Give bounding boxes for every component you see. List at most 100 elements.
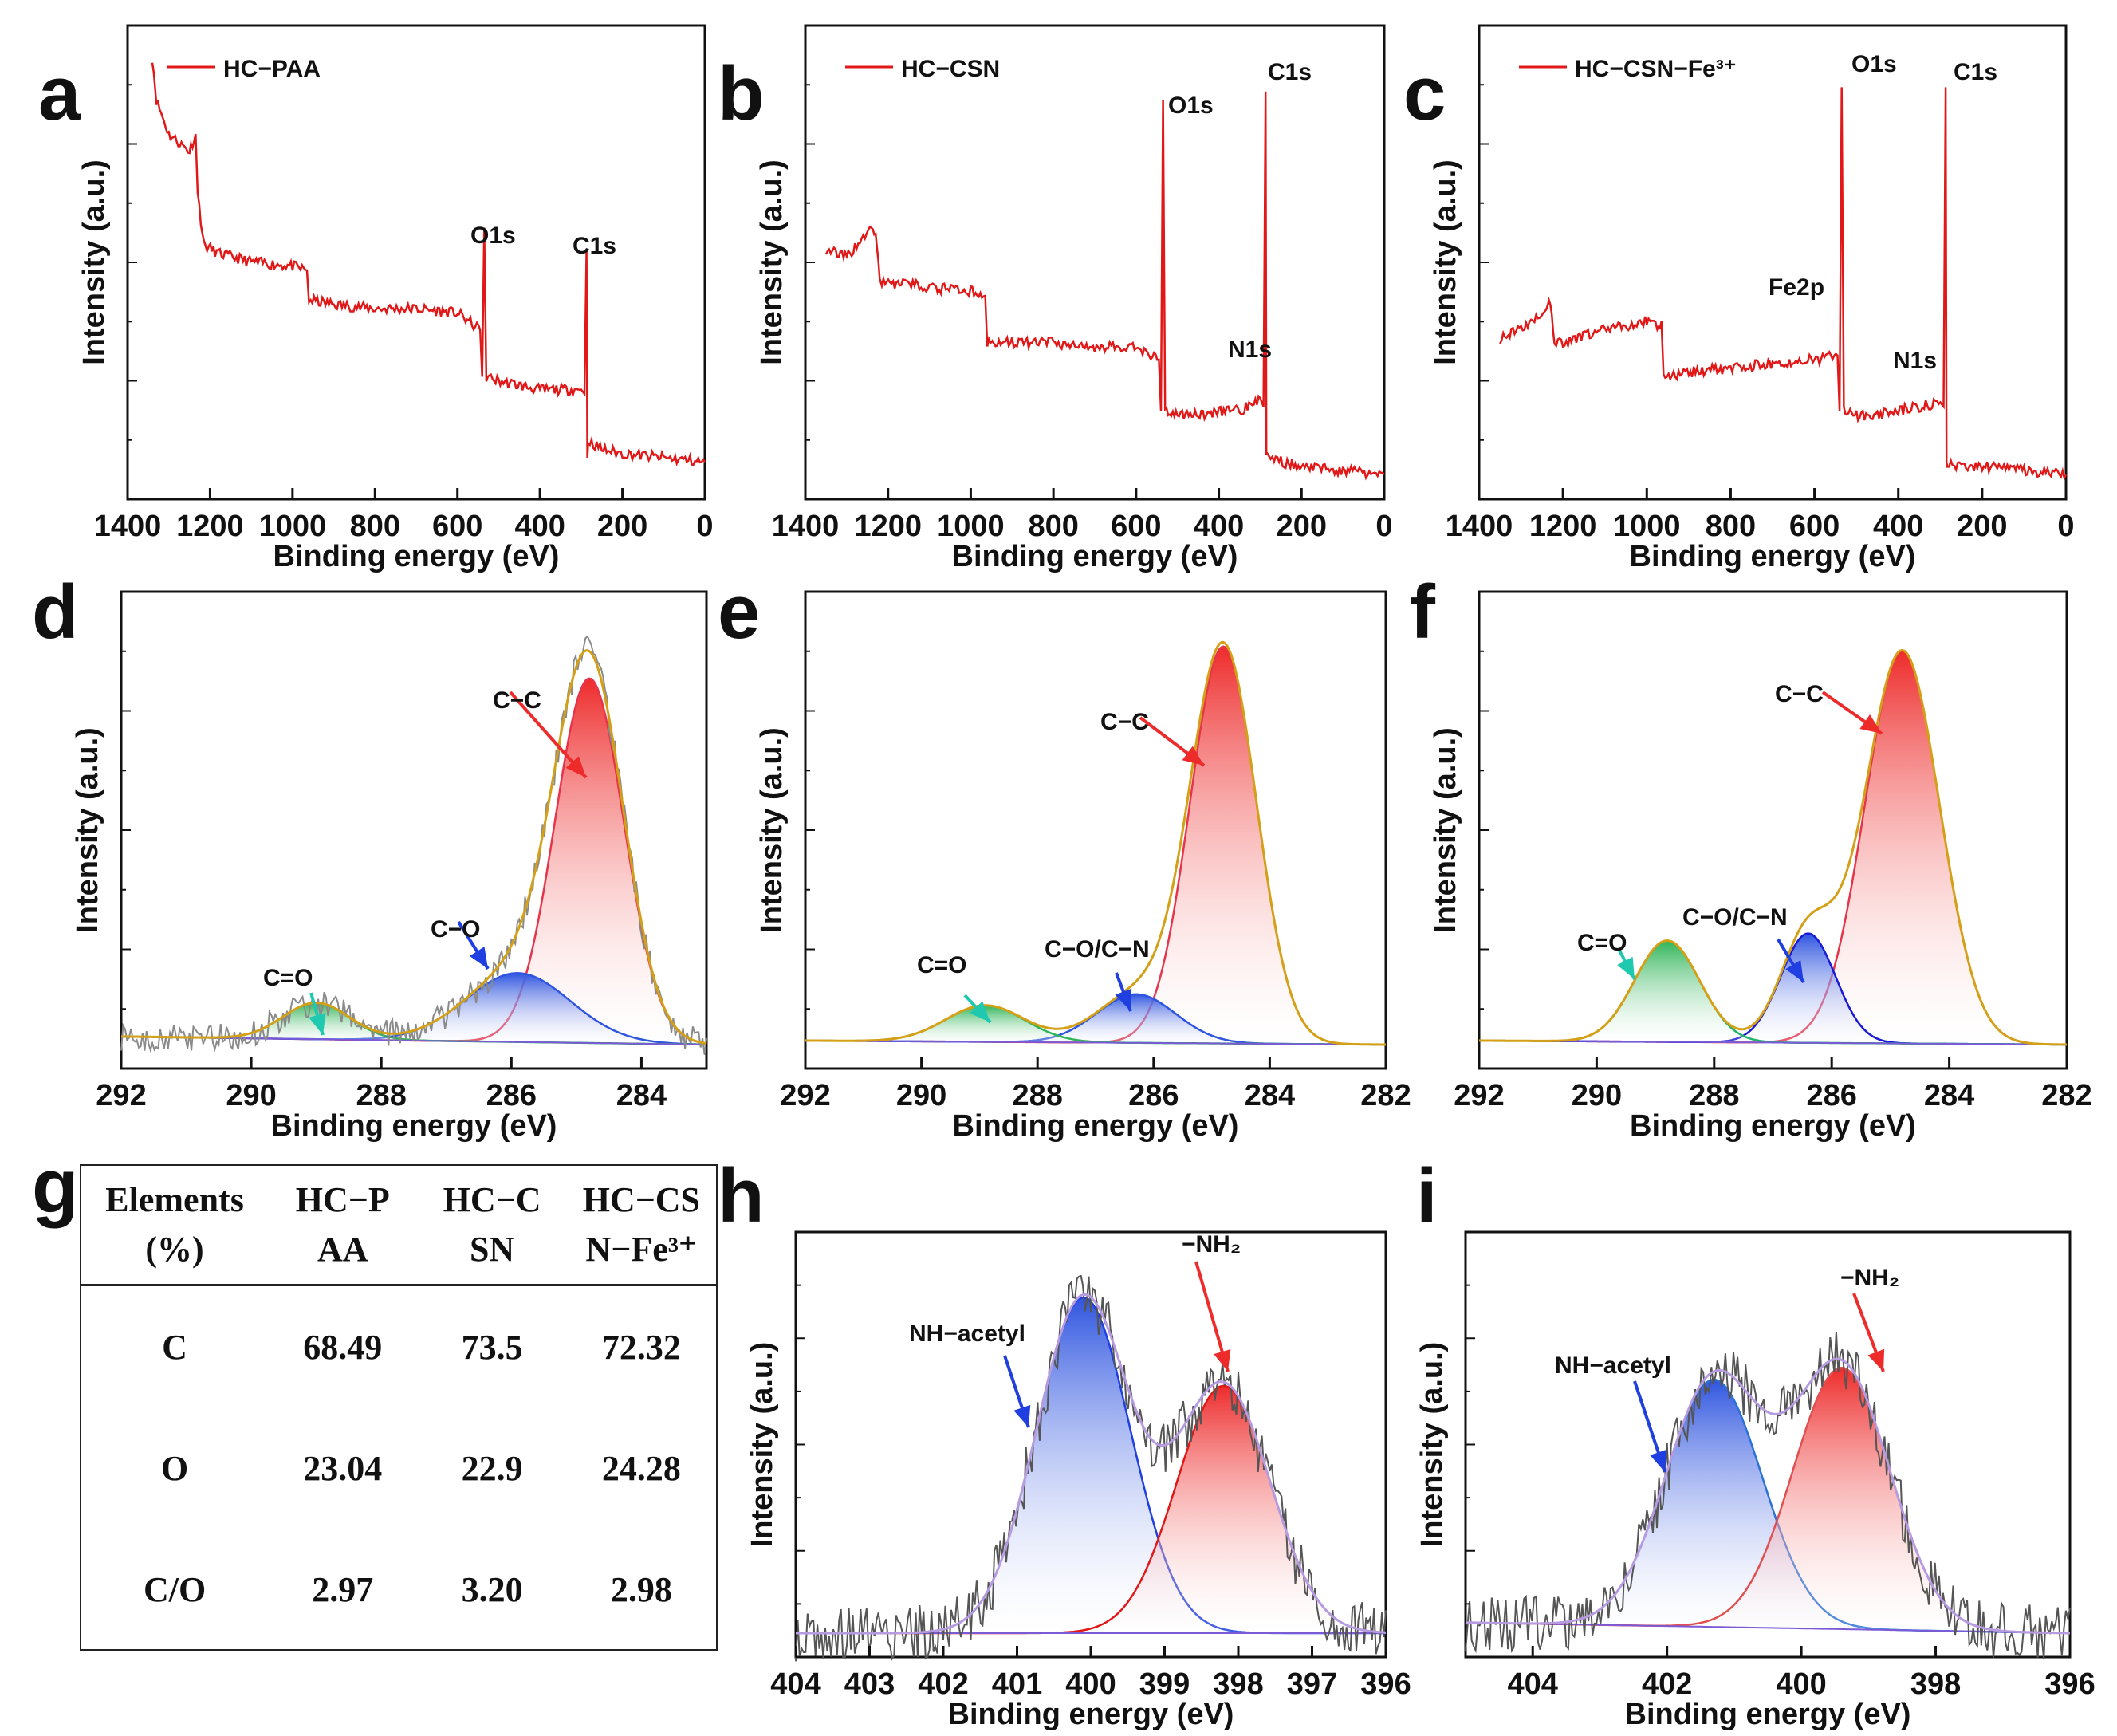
x-tick-label: 200 xyxy=(1957,510,2007,543)
panel-label: e xyxy=(718,569,760,655)
raw-spectrum xyxy=(1465,1331,2071,1659)
y-axis-label: Intensity (a.u.) xyxy=(1415,1342,1449,1548)
peak-area-C=O xyxy=(1479,940,2067,1045)
x-tick-label: 286 xyxy=(486,1079,537,1112)
peak-area-C−O xyxy=(121,973,706,1045)
legend-label: HC−CSN xyxy=(901,56,1000,82)
x-tick-label: 292 xyxy=(1454,1079,1504,1112)
x-tick-label: 1000 xyxy=(259,510,327,543)
x-tick-label: 284 xyxy=(1245,1079,1295,1112)
peak-annotation: C−C xyxy=(1100,709,1149,735)
x-tick-label: 396 xyxy=(1360,1667,1411,1701)
x-tick-label: 1400 xyxy=(1446,510,1513,543)
peak-label: Fe2p xyxy=(1769,274,1824,301)
panel-i: i 404 402 400 398 396 Binding energy (eV) Inten… xyxy=(1415,1153,2095,1731)
x-tick-label: 284 xyxy=(1924,1079,1974,1112)
panel-label: i xyxy=(1416,1153,1438,1238)
table-row: C 68.49 73.5 72.32 xyxy=(81,1286,716,1407)
arrow-head xyxy=(1867,1348,1885,1372)
x-tick-label: 400 xyxy=(1065,1667,1116,1701)
raw-spectrum xyxy=(120,635,707,1055)
peak-label: O1s xyxy=(1851,51,1897,77)
y-axis-label: Intensity (a.u.) xyxy=(1429,159,1462,365)
header-text: N−Fe³⁺ xyxy=(585,1230,698,1269)
x-tick-label: 397 xyxy=(1287,1667,1337,1701)
arrow-head xyxy=(565,756,586,777)
x-tick-label: 600 xyxy=(432,510,482,543)
panel-a: a HC−PAA 1400 1200 1000 800 600 400 200 0 Binding … xyxy=(38,24,714,573)
fit-envelope xyxy=(120,649,707,1045)
x-tick-label: 1200 xyxy=(1529,510,1597,543)
x-tick-label: 290 xyxy=(896,1079,946,1112)
x-tick-label: 290 xyxy=(226,1079,276,1112)
x-tick-label: 800 xyxy=(350,510,400,543)
x-tick-label: 0 xyxy=(2057,510,2074,543)
y-axis-label: Intensity (a.u.) xyxy=(77,159,111,365)
table-cell: 3.20 xyxy=(461,1569,523,1609)
peak-area-C−C xyxy=(121,678,706,1045)
x-axis-label: Binding energy (eV) xyxy=(948,1698,1234,1731)
peak-area-C−C xyxy=(805,646,1386,1045)
y-axis-label: Intensity (a.u.) xyxy=(755,159,789,365)
x-tick-label: 400 xyxy=(1873,510,1923,543)
peak-label: C1s xyxy=(1268,59,1312,85)
peak-area-NH−acetyl xyxy=(1466,1380,2070,1633)
x-axis-label: Binding energy (eV) xyxy=(273,540,560,573)
x-tick-label: 284 xyxy=(616,1079,667,1112)
x-tick-label: 400 xyxy=(514,510,565,543)
panel-label: h xyxy=(718,1153,765,1238)
table-row: C/O 2.97 3.20 2.98 xyxy=(81,1529,716,1650)
x-tick-label: 800 xyxy=(1028,510,1078,543)
header-text: AA xyxy=(317,1230,368,1269)
arrow-head xyxy=(1617,956,1635,979)
peak-annotation: NH−acetyl xyxy=(1555,1352,1671,1379)
peak-label: N1s xyxy=(1893,348,1937,374)
arrow-head xyxy=(1182,746,1204,766)
x-tick-label: 1400 xyxy=(772,510,840,543)
x-tick-label: 1200 xyxy=(854,510,922,543)
y-axis-label: Intensity (a.u.) xyxy=(755,727,789,933)
x-tick-label: 200 xyxy=(597,510,647,543)
x-tick-label: 600 xyxy=(1789,510,1840,543)
panel-d: d 292 290 288 286 284 Binding energy (eV) Inten… xyxy=(32,569,708,1143)
arrow-head xyxy=(1650,1449,1667,1472)
arrow-head xyxy=(469,947,488,969)
table-cell: C/O xyxy=(143,1569,207,1609)
header-elements: Elements (%) xyxy=(81,1166,268,1284)
x-tick-label: 1200 xyxy=(176,510,244,543)
table-header: Elements (%) HC−P AA HC−C SN HC−CS N−Fe³… xyxy=(81,1166,716,1286)
arrow-head xyxy=(309,1012,326,1035)
header-hc-csn: HC−C SN xyxy=(417,1166,566,1284)
arrow-head xyxy=(1859,714,1882,734)
peak-annotation: NH−acetyl xyxy=(909,1321,1025,1347)
x-tick-label: 398 xyxy=(1213,1667,1263,1701)
peak-annotation: C−O/C−N xyxy=(1682,904,1788,931)
peak-area-−NH₂ xyxy=(796,1386,1386,1633)
arrow-head xyxy=(1214,1348,1231,1372)
raw-spectrum xyxy=(795,1274,1387,1662)
x-tick-label: 402 xyxy=(1642,1667,1692,1701)
fit-envelope xyxy=(796,1293,1387,1635)
x-tick-label: 400 xyxy=(1194,510,1244,543)
header-text: HC−P xyxy=(295,1180,390,1219)
header-text: SN xyxy=(469,1230,515,1269)
x-tick-label: 398 xyxy=(1910,1667,1961,1701)
composition-table: Elements (%) HC−P AA HC−C SN HC−CS N−Fe³… xyxy=(80,1164,718,1651)
x-tick-label: 288 xyxy=(1689,1079,1739,1112)
panel-label: f xyxy=(1410,569,1436,655)
x-tick-label: 402 xyxy=(918,1667,968,1701)
x-tick-label: 292 xyxy=(780,1079,830,1112)
peak-annotation: −NH₂ xyxy=(1182,1231,1241,1258)
peak-area-C=O xyxy=(805,1005,1386,1045)
x-tick-label: 1000 xyxy=(1613,510,1681,543)
table-cell: 23.04 xyxy=(303,1448,383,1488)
panel-h: h 404 403 402 401 400 399 398 397 396 Binding ener… xyxy=(718,1153,1411,1731)
fit-envelope xyxy=(1465,1357,2071,1635)
header-text: HC−C xyxy=(443,1180,541,1219)
x-tick-label: 282 xyxy=(2041,1079,2091,1112)
peak-annotation: C=O xyxy=(1577,930,1627,956)
x-tick-label: 399 xyxy=(1139,1667,1190,1701)
peak-annotation: C−O/C−N xyxy=(1045,936,1150,962)
survey-line xyxy=(824,91,1385,481)
